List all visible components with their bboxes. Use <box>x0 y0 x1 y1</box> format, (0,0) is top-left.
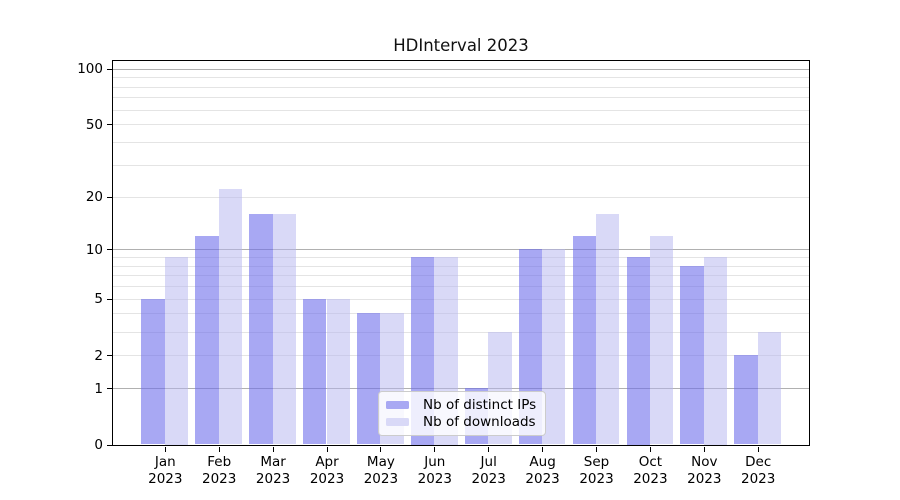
legend-swatch-distinct-ips <box>386 401 409 410</box>
x-tick-mark <box>703 447 705 452</box>
y-tick-label: 10 <box>85 241 103 258</box>
bar-ips-mar <box>249 213 273 445</box>
y-tick-mark <box>106 196 112 198</box>
x-tick-mark <box>434 447 436 452</box>
legend-label-downloads: Nb of downloads <box>423 413 536 430</box>
y-tick-label: 100 <box>77 61 103 78</box>
x-tick-label: Dec 2023 <box>741 454 776 487</box>
y-tick-label: 0 <box>94 437 103 453</box>
x-tick-label: Nov 2023 <box>687 454 722 487</box>
plot-area <box>111 59 810 446</box>
gridline-minor <box>112 77 809 79</box>
gridline-minor <box>112 109 809 111</box>
x-tick-mark <box>542 447 544 452</box>
bar-downloads-nov <box>703 257 728 445</box>
bar-ips-feb <box>195 235 219 445</box>
x-tick-mark <box>218 447 220 452</box>
gridline-major <box>112 388 809 390</box>
y-tick-mark <box>106 388 112 390</box>
legend-label-distinct-ips: Nb of distinct IPs <box>423 397 537 414</box>
y-tick-label: 5 <box>94 291 103 308</box>
gridline-minor <box>112 331 809 333</box>
x-tick-mark <box>380 447 382 452</box>
bar-ips-jan <box>141 298 165 445</box>
x-tick-label: Aug 2023 <box>525 454 560 487</box>
legend: Nb of distinct IPs Nb of downloads <box>378 391 546 436</box>
bar-downloads-jan <box>164 257 189 445</box>
x-tick-mark <box>326 447 328 452</box>
gridline-major <box>112 68 809 70</box>
x-tick-label: Feb 2023 <box>202 454 237 487</box>
gridline-minor <box>112 124 809 126</box>
legend-swatch-downloads <box>386 417 409 426</box>
chart-title: HDInterval 2023 <box>393 36 529 55</box>
bar-ips-oct <box>626 257 650 445</box>
bar-ips-dec <box>734 355 758 445</box>
bar-downloads-feb <box>218 189 243 445</box>
bar-downloads-mar <box>272 213 296 445</box>
bar-downloads-apr <box>326 298 350 445</box>
x-tick-label: Jul 2023 <box>471 454 506 487</box>
y-tick-mark <box>106 124 112 126</box>
y-tick-label: 50 <box>85 116 103 133</box>
x-tick-mark <box>596 447 597 452</box>
gridline-minor <box>112 286 809 288</box>
x-tick-mark <box>757 447 759 452</box>
bar-downloads-oct <box>649 235 674 445</box>
x-tick-label: Oct 2023 <box>633 454 668 487</box>
y-tick-mark <box>106 68 112 70</box>
bar-ips-apr <box>303 298 327 445</box>
bar-downloads-sep <box>596 213 620 445</box>
x-tick-label: Jan 2023 <box>148 454 183 487</box>
gridline-minor <box>112 275 809 277</box>
y-tick-mark <box>106 298 112 300</box>
gridline-minor <box>112 97 809 99</box>
bar-downloads-dec <box>757 331 782 445</box>
x-tick-mark <box>649 447 651 452</box>
gridline-minor <box>112 257 809 258</box>
bar-ips-nov <box>680 265 704 445</box>
y-tick-mark <box>106 249 112 251</box>
gridline-minor <box>112 355 809 357</box>
x-tick-label: Sep 2023 <box>579 454 614 487</box>
gridline-minor <box>112 142 809 144</box>
y-tick-mark <box>106 444 112 446</box>
x-tick-label: Jun 2023 <box>417 454 452 487</box>
y-tick-label: 20 <box>85 189 103 206</box>
gridline-major <box>112 249 809 251</box>
gridline-minor <box>112 86 809 88</box>
x-tick-label: May 2023 <box>363 454 399 487</box>
gridline-minor <box>112 313 809 315</box>
bar-ips-may <box>357 313 381 445</box>
legend-item-downloads: Nb of downloads <box>386 414 537 430</box>
x-tick-mark <box>488 447 490 452</box>
bar-downloads-aug <box>542 249 566 445</box>
legend-item-distinct-ips: Nb of distinct IPs <box>386 397 537 413</box>
gridline-minor <box>112 164 809 166</box>
gridline-minor <box>112 265 809 267</box>
y-tick-label: 2 <box>94 347 103 364</box>
bar-ips-sep <box>572 235 596 445</box>
x-tick-label: Mar 2023 <box>255 454 291 487</box>
y-tick-mark <box>106 355 112 357</box>
gridline-minor <box>112 298 809 300</box>
x-tick-label: Apr 2023 <box>309 454 345 487</box>
gridline-minor <box>112 196 809 198</box>
y-tick-label: 1 <box>94 380 103 397</box>
x-tick-mark <box>272 447 274 452</box>
x-tick-mark <box>164 447 166 452</box>
